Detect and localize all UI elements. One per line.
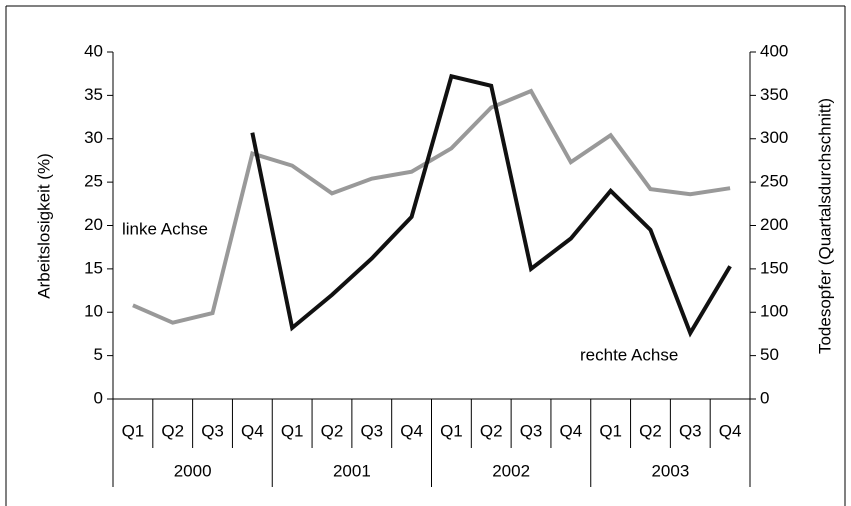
y2-tick-label: 200: [760, 215, 788, 234]
x-tick-label: Q1: [440, 421, 463, 440]
y-tick-label: 15: [84, 258, 103, 277]
y2-tick-label: 150: [760, 258, 788, 277]
x-tick-label: Q4: [719, 421, 742, 440]
y2-axis-label: Todesopfer (Quartalsdurchschnitt): [815, 98, 834, 354]
y-tick-label: 35: [84, 85, 103, 104]
y2-tick-label: 300: [760, 128, 788, 147]
y-tick-label: 25: [84, 172, 103, 191]
y2-tick-label: 350: [760, 85, 788, 104]
y2-tick-label: 100: [760, 302, 788, 321]
series-line: [250, 73, 732, 338]
x-group-label: 2002: [492, 461, 530, 480]
series-line: [132, 88, 731, 325]
y2-tick-label: 0: [760, 388, 769, 407]
x-tick-label: Q4: [241, 421, 264, 440]
y2-tick-label: 250: [760, 172, 788, 191]
y-tick-label: 0: [94, 388, 103, 407]
x-group-label: 2003: [651, 461, 689, 480]
x-tick-label: Q1: [599, 421, 622, 440]
y-axis-label: Arbeitslosigkeit (%): [34, 153, 53, 299]
x-group-label: 2001: [333, 461, 371, 480]
x-tick-label: Q1: [281, 421, 304, 440]
x-tick-label: Q4: [560, 421, 583, 440]
x-tick-label: Q2: [480, 421, 503, 440]
x-tick-label: Q2: [161, 421, 184, 440]
y2-tick-label: 50: [760, 345, 779, 364]
y-tick-label: 40: [84, 41, 103, 60]
x-tick-label: Q2: [321, 421, 344, 440]
x-tick-label: Q3: [201, 421, 224, 440]
annotation: rechte Achse: [580, 345, 678, 364]
y-tick-label: 20: [84, 215, 103, 234]
x-tick-label: Q3: [360, 421, 383, 440]
x-tick-label: Q3: [679, 421, 702, 440]
x-tick-label: Q4: [400, 421, 423, 440]
x-group-label: 2000: [174, 461, 212, 480]
y-tick-label: 30: [84, 128, 103, 147]
y2-tick-label: 400: [760, 41, 788, 60]
x-tick-label: Q3: [520, 421, 543, 440]
x-tick-label: Q1: [122, 421, 145, 440]
annotation: linke Achse: [122, 219, 208, 238]
y-tick-label: 5: [94, 345, 103, 364]
x-tick-label: Q2: [639, 421, 662, 440]
y-tick-label: 10: [84, 302, 103, 321]
